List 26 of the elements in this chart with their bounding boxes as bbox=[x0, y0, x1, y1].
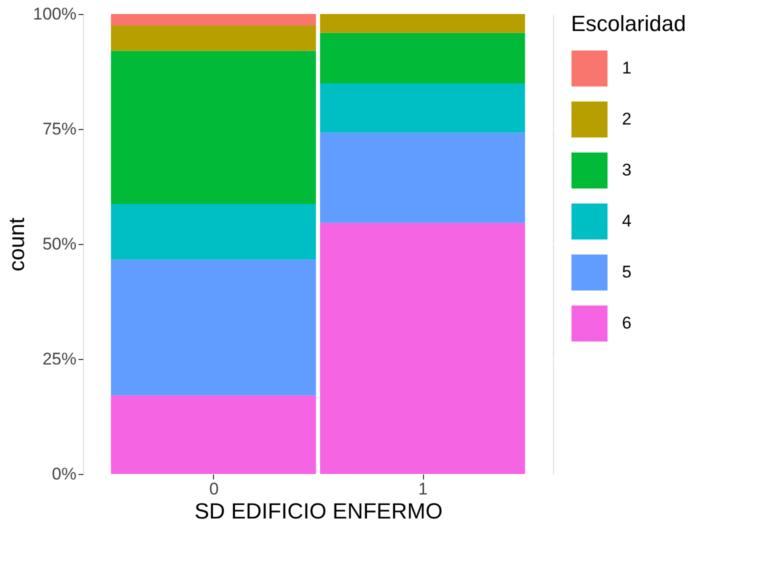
y-tick-label: 0% bbox=[52, 464, 76, 484]
x-axis-title: SD EDIFICIO ENFERMO bbox=[194, 498, 443, 524]
y-tick-label: 100% bbox=[33, 4, 76, 24]
bar bbox=[110, 14, 316, 26]
bar bbox=[110, 260, 316, 396]
legend-label: 3 bbox=[622, 160, 632, 180]
bar bbox=[320, 132, 526, 223]
bar bbox=[110, 204, 316, 260]
y-axis-title: count bbox=[4, 218, 30, 272]
bar bbox=[110, 26, 316, 51]
x-tick-label: 0 bbox=[209, 480, 219, 498]
y-tick-label: 50% bbox=[42, 234, 76, 254]
legend-title: Escolaridad bbox=[571, 11, 686, 36]
bar bbox=[110, 50, 316, 204]
y-tick-label: 75% bbox=[42, 120, 76, 138]
bar bbox=[320, 222, 526, 474]
bar bbox=[320, 83, 526, 133]
legend-label: 2 bbox=[622, 110, 632, 128]
bar bbox=[320, 14, 526, 33]
legend-label: 6 bbox=[622, 314, 632, 332]
bar bbox=[110, 395, 316, 474]
legend-label: 1 bbox=[622, 58, 632, 78]
legend-label: 5 bbox=[622, 262, 632, 282]
bar bbox=[320, 32, 526, 84]
legend-label: 4 bbox=[622, 212, 632, 230]
y-tick-label: 25% bbox=[42, 350, 76, 368]
